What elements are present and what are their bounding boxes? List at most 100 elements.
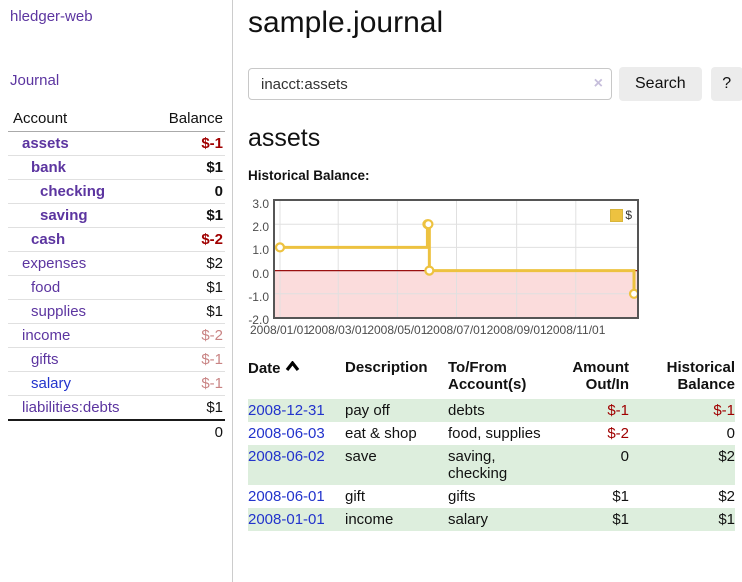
account-balance: $-2 [148, 227, 225, 252]
date-column-header[interactable]: Date [248, 357, 345, 399]
transaction-date-link[interactable]: 2008-12-31 [248, 402, 325, 419]
account-row: checking 0 [8, 179, 225, 204]
accounts-column-header: To/From Account(s) [448, 359, 527, 393]
search-input-wrap: × [248, 68, 612, 100]
hist-balance-column-header: Historical Balance [666, 359, 735, 393]
chart-data-point[interactable] [275, 242, 286, 253]
account-link[interactable]: salary [31, 375, 72, 392]
chart-title: Historical Balance: [248, 168, 370, 183]
chart-data-point[interactable] [423, 219, 434, 230]
account-link[interactable]: supplies [31, 303, 87, 320]
transaction-description: eat & shop [345, 425, 417, 442]
chart-legend-label: $ [625, 208, 632, 222]
transaction-accounts: debts [448, 402, 485, 419]
help-button[interactable]: ? [710, 67, 742, 101]
clear-search-icon[interactable]: × [593, 75, 603, 92]
register-row: 2008-06-03 eat & shop food, supplies $-2 0 [248, 422, 735, 445]
amount-column-header: Amount Out/In [572, 359, 629, 393]
description-column-header: Description [345, 359, 428, 376]
transaction-date-link[interactable]: 2008-06-03 [248, 425, 325, 442]
chart-data-point[interactable] [424, 265, 435, 276]
account-balance: 0 [148, 179, 225, 204]
main-content: sample.journal × Search ? assets Histori… [233, 0, 742, 582]
account-balance: $-1 [148, 371, 225, 396]
transaction-description: pay off [345, 402, 390, 419]
transaction-date-link[interactable]: 2008-06-02 [248, 448, 325, 465]
account-link[interactable]: cash [31, 231, 66, 248]
accounts-table-header: Account Balance [8, 107, 225, 132]
transaction-accounts: saving, checking [448, 448, 508, 482]
account-row: salary $-1 [8, 371, 225, 396]
account-balance: $-1 [148, 131, 225, 156]
account-row: liabilities:debts $1 [8, 395, 225, 421]
page-title: sample.journal [248, 6, 444, 39]
historical-balance-chart: $ 3.0 2.0 1.0 0.0 -1.0 -2.0 2008/01/01 2008/03… [248, 197, 742, 339]
account-balance: $1 [148, 299, 225, 324]
account-link[interactable]: food [31, 279, 61, 296]
account-link[interactable]: income [22, 327, 71, 344]
account-balance: $1 [148, 395, 225, 421]
search-input[interactable] [248, 68, 612, 100]
chart-legend: $ [610, 208, 632, 222]
account-heading: assets [248, 124, 321, 152]
transaction-amount: $1 [612, 511, 629, 528]
transaction-accounts: food, supplies [448, 425, 541, 442]
x-axis-tick-label: 2008/11/01 [546, 323, 606, 337]
register-row: 2008-06-02 save saving, checking 0 $2 [248, 445, 735, 485]
transaction-balance: $2 [718, 488, 735, 505]
accounts-total-value: 0 [148, 419, 225, 444]
account-link[interactable]: gifts [31, 351, 59, 368]
account-row: cash $-2 [8, 227, 225, 252]
account-row: gifts $-1 [8, 347, 225, 372]
chart-plot-area[interactable]: $ 3.0 2.0 1.0 0.0 -1.0 -2.0 [248, 197, 639, 327]
x-axis-tick-label: 2008/05/01 [367, 323, 428, 337]
y-axis-tick-label: 0.0 [252, 266, 269, 281]
sort-ascending-icon [285, 359, 300, 376]
transaction-balance: $2 [718, 448, 735, 465]
search-button[interactable]: Search [619, 67, 702, 101]
transaction-amount: $-2 [607, 425, 629, 442]
account-balance: $1 [148, 155, 225, 180]
account-row: income $-2 [8, 323, 225, 348]
x-axis-tick-label: 2008/03/01 [308, 323, 369, 337]
y-axis-tick-label: 3.0 [252, 197, 269, 211]
y-axis-tick-label: -2.0 [248, 313, 269, 327]
accounts-total-row: 0 [8, 419, 225, 444]
transaction-amount: $1 [612, 488, 629, 505]
account-balance: $-2 [148, 323, 225, 348]
x-axis-tick-label: 2008/07/01 [426, 323, 487, 337]
y-axis-tick-label: 2.0 [252, 220, 269, 235]
account-row: food $1 [8, 275, 225, 300]
chart-data-point[interactable] [628, 288, 637, 299]
register-row: 2008-12-31 pay off debts $-1 $-1 [248, 399, 735, 422]
register-row: 2008-06-01 gift gifts $1 $2 [248, 485, 735, 508]
y-axis-tick-label: 1.0 [252, 243, 269, 258]
account-link[interactable]: bank [31, 159, 67, 176]
account-link[interactable]: assets [22, 135, 69, 152]
accounts-table: Account Balance assets $-1 bank $1 checking 0… [8, 107, 225, 444]
app-title-link[interactable]: hledger-web [10, 8, 93, 25]
accounts-table-body: assets $-1 bank $1 checking 0 saving $1 cash $-2 e… [8, 131, 225, 421]
account-row: saving $1 [8, 203, 225, 228]
account-link[interactable]: saving [40, 207, 88, 224]
transaction-accounts: salary [448, 511, 489, 528]
transaction-date-link[interactable]: 2008-01-01 [248, 511, 325, 528]
register-table-header: Date Description To/From Account(s) Amou… [248, 357, 735, 399]
transaction-balance: $1 [718, 511, 735, 528]
account-column-header: Account [8, 107, 149, 132]
balance-column-header: Balance [148, 107, 225, 132]
account-balance: $1 [148, 203, 225, 228]
account-balance: $-1 [148, 347, 225, 372]
transaction-description: gift [345, 488, 366, 505]
account-link[interactable]: checking [40, 183, 106, 200]
sidebar: hledger-web Journal Account Balance asse… [0, 0, 233, 582]
account-link[interactable]: liabilities:debts [22, 399, 120, 416]
account-row: assets $-1 [8, 131, 225, 156]
sidebar-item-journal[interactable]: Journal [10, 72, 60, 89]
x-axis-tick-label: 2008/01/01 [249, 323, 311, 337]
account-link[interactable]: expenses [22, 255, 87, 272]
transaction-date-link[interactable]: 2008-06-01 [248, 488, 325, 505]
register-table: Date Description To/From Account(s) Amou… [248, 357, 735, 531]
transaction-accounts: gifts [448, 488, 476, 505]
